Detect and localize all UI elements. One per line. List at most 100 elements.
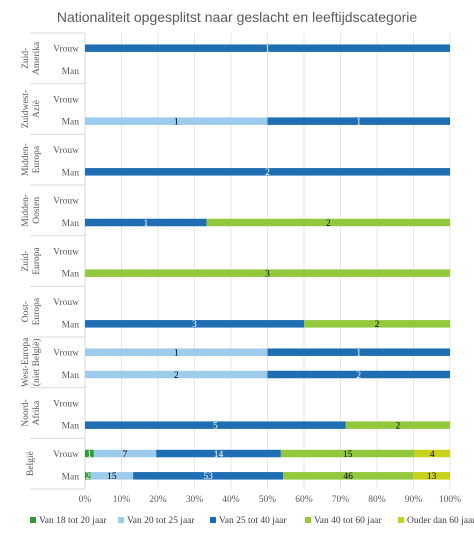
- data-label: 1: [87, 450, 92, 460]
- x-tick-label: 20%: [149, 495, 167, 505]
- data-label: 3: [265, 269, 270, 279]
- row-label: Man: [62, 472, 80, 482]
- bar-segment: [280, 449, 415, 458]
- legend-swatch: [118, 517, 124, 523]
- row-label: Man: [62, 422, 80, 432]
- data-label: 1: [174, 349, 179, 359]
- data-label: 7: [123, 450, 128, 460]
- data-label: 1: [174, 117, 179, 127]
- legend-swatch: [210, 517, 216, 523]
- data-label: 15: [107, 472, 117, 482]
- bar-segment: [85, 320, 304, 328]
- bar-segment: [85, 269, 450, 277]
- data-label: 3: [192, 320, 197, 330]
- data-label: 2: [265, 168, 270, 178]
- legend-swatch: [305, 517, 311, 523]
- data-label: 2: [85, 472, 90, 482]
- data-label: 1: [265, 45, 270, 55]
- row-label: Man: [62, 219, 80, 229]
- row-label: Vrouw: [53, 95, 79, 105]
- row-label: Man: [62, 270, 80, 280]
- bar-segment: [90, 472, 134, 480]
- legend-label: Van 25 tot 40 jaar: [219, 516, 287, 526]
- legend-label: Van 40 tot 60 jaar: [314, 516, 382, 526]
- group-label: Zuid-Europa: [21, 247, 42, 275]
- x-tick-label: 100%: [439, 495, 461, 505]
- data-label: 14: [214, 450, 224, 460]
- group-label: Oost-Europa: [21, 297, 42, 325]
- group-label: België: [26, 451, 36, 476]
- row-label: Vrouw: [53, 45, 79, 55]
- row-label: Vrouw: [53, 146, 79, 156]
- row-label: Vrouw: [53, 450, 79, 460]
- bar-segment: [85, 472, 91, 480]
- bar-segment: [413, 472, 450, 480]
- row-label: Vrouw: [53, 247, 79, 257]
- group-label: Zuidwest-Azië: [21, 90, 42, 129]
- data-label: 1: [143, 219, 148, 229]
- bar-segment: [414, 449, 450, 458]
- x-tick-label: 0%: [79, 495, 92, 505]
- x-tick-label: 60%: [295, 495, 313, 505]
- data-label: 2: [174, 371, 179, 381]
- row-label: Man: [62, 67, 80, 77]
- data-label: 1: [356, 117, 361, 127]
- data-label: 4: [430, 450, 435, 460]
- x-tick-label: 10%: [113, 495, 131, 505]
- legend-label: Ouder dan 60 jaar: [407, 516, 474, 526]
- bar-segment: [85, 44, 450, 52]
- bar-segment: [304, 320, 450, 328]
- group-label: West-Europa(niet België): [21, 337, 42, 387]
- bar-segment: [156, 449, 281, 458]
- x-tick-label: 50%: [259, 495, 277, 505]
- data-label: 46: [343, 472, 353, 482]
- data-label: 13: [427, 472, 437, 482]
- group-label: Noord-Afrika: [21, 399, 42, 426]
- data-label: 2: [395, 421, 400, 431]
- bar-segment: [267, 370, 450, 379]
- bar-segment: [85, 348, 268, 356]
- bar-segment: [345, 421, 450, 429]
- legend: Van 18 tot 20 jaar Van 20 tot 25 jaar Van …: [30, 516, 474, 526]
- x-tick-label: 40%: [222, 495, 240, 505]
- bar-segment: [133, 472, 284, 480]
- legend-label: Van 18 tot 20 jaar: [39, 516, 107, 526]
- x-tick-label: 90%: [405, 495, 423, 505]
- data-label: 2: [356, 371, 361, 381]
- plot-area: 0% 10% 20% 30% 40% 50% 60% 70% 80% 90% 100% Zuid-Am…: [21, 32, 461, 505]
- bar-segment: [85, 168, 450, 176]
- row-label: Man: [62, 168, 80, 178]
- bar-segment: [283, 472, 414, 480]
- data-label: 53: [203, 472, 213, 482]
- data-label: 2: [375, 320, 380, 330]
- row-label: Vrouw: [53, 298, 79, 308]
- legend-swatch: [398, 517, 404, 523]
- row-label: Vrouw: [53, 399, 79, 409]
- bar-segment: [267, 348, 450, 356]
- x-tick-label: 30%: [186, 495, 204, 505]
- row-label: Man: [62, 320, 80, 330]
- bar-segment: [85, 218, 207, 227]
- data-label: 2: [326, 219, 331, 229]
- group-label: Midden-Europa: [21, 143, 42, 176]
- bar-segment: [85, 117, 268, 125]
- group-label: Midden-Oosten: [21, 194, 42, 227]
- row-label: Man: [62, 118, 80, 128]
- row-label: Vrouw: [53, 349, 79, 359]
- row-label: Vrouw: [53, 197, 79, 207]
- bar-segment: [206, 218, 450, 227]
- legend-label: Van 20 tot 25 jaar: [127, 516, 195, 526]
- chart-title: Nationaliteit opgesplitst naar geslacht …: [57, 9, 418, 25]
- bar-segment: [85, 449, 94, 458]
- x-tick-label: 80%: [368, 495, 386, 505]
- data-label: 1: [356, 349, 361, 359]
- bar-segment: [93, 449, 157, 458]
- data-label: 5: [213, 421, 218, 431]
- row-label: Man: [62, 371, 80, 381]
- bar-segment: [85, 370, 268, 379]
- bar-segment: [267, 117, 450, 125]
- group-label: Zuid-Amerika: [21, 41, 42, 75]
- data-label: 15: [343, 450, 353, 460]
- legend-swatch: [30, 517, 36, 523]
